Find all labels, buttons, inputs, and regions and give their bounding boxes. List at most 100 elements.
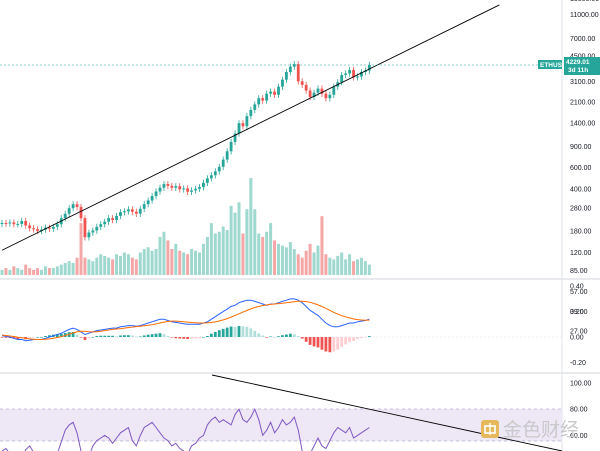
- volume-bar: [367, 264, 371, 275]
- candle-body: [24, 220, 28, 226]
- macd-histogram-bar: [91, 337, 95, 338]
- candle-body: [198, 187, 201, 189]
- price-trendline[interactable]: [1, 4, 500, 251]
- candle-body: [0, 222, 4, 225]
- candle-body: [221, 159, 225, 167]
- macd-histogram-bar: [209, 333, 213, 337]
- price-tick-label: 600.00: [570, 165, 592, 172]
- macd-histogram-bar: [277, 336, 280, 337]
- candle-body: [285, 72, 288, 80]
- volume-bar: [284, 247, 288, 275]
- volume-bar: [324, 254, 328, 275]
- macd-histogram-bar: [300, 337, 304, 339]
- trendlines[interactable]: [1, 4, 563, 451]
- volume-bar: [71, 262, 75, 275]
- candle-body: [71, 204, 75, 209]
- candle-body: [178, 186, 182, 190]
- symbol-tag: ETHUSD: [538, 59, 567, 69]
- watermark-badge-icon: [481, 420, 499, 438]
- macd-axis[interactable]: 0.40 0.20 0.00 -0.20: [570, 284, 586, 367]
- volume-bar: [40, 269, 43, 275]
- macd-histogram-bar: [308, 337, 312, 345]
- candle-body: [119, 212, 122, 216]
- volume-bar: [186, 254, 190, 275]
- macd-histogram-bar: [0, 337, 4, 338]
- macd-histogram-bar: [221, 328, 225, 337]
- candle-body: [194, 188, 197, 191]
- rsi-tick-label: 100.00: [570, 381, 592, 388]
- candle-body: [48, 227, 51, 229]
- volume-bar: [304, 250, 308, 275]
- signal-line: [1, 300, 370, 340]
- candle-body: [209, 175, 213, 179]
- candle-body: [36, 229, 39, 232]
- candle-body: [115, 215, 118, 221]
- macd-histogram-bar: [28, 337, 32, 339]
- rsi-trendline[interactable]: [211, 374, 563, 451]
- macd-histogram-bar: [119, 335, 122, 337]
- rsi-tick-label: 80.00: [570, 407, 588, 414]
- volume-bar: [332, 259, 336, 275]
- volume-bar: [229, 205, 233, 275]
- candle-body: [308, 90, 312, 98]
- macd-histogram-bar: [150, 334, 154, 337]
- volume-bar: [95, 257, 99, 275]
- candle-body: [95, 226, 99, 231]
- volume-bar: [146, 247, 150, 275]
- volume-bar: [24, 264, 28, 275]
- price-tick-label: 15000.00: [570, 0, 599, 3]
- volume-bar: [245, 209, 249, 275]
- volume-bar: [190, 249, 194, 275]
- volume-bar: [138, 252, 142, 275]
- macd-histogram-bar: [273, 337, 276, 338]
- macd-histogram-bar: [87, 337, 91, 339]
- macd-histogram-bar: [103, 335, 107, 337]
- macd-histogram-bar: [182, 337, 186, 339]
- volume-bar: [51, 268, 55, 275]
- macd-histogram-bar: [55, 334, 59, 337]
- price-tick-label: 57.00: [570, 289, 588, 296]
- candle-body: [320, 88, 324, 94]
- volume-bar: [8, 269, 12, 275]
- candle-body: [241, 123, 245, 127]
- macd-histogram-bar: [162, 334, 166, 337]
- candle-body: [16, 223, 20, 225]
- volume-bar: [221, 226, 225, 275]
- macd-histogram-bar: [292, 334, 296, 337]
- volume-bars: [0, 178, 371, 275]
- macd-histogram-bar: [198, 337, 201, 339]
- price-tick-label: 85.00: [570, 268, 588, 275]
- macd-histogram-bar: [127, 335, 130, 337]
- rsi-line: [1, 407, 370, 451]
- candle-body: [296, 64, 300, 82]
- candle-body: [134, 211, 138, 214]
- macd-histogram-bar: [206, 335, 209, 337]
- candle-body: [225, 151, 229, 160]
- volume-bar: [83, 257, 87, 275]
- macd-histogram-bar: [142, 335, 146, 337]
- candle-body: [257, 98, 261, 105]
- candle-body: [55, 224, 59, 227]
- candle-body: [340, 74, 344, 83]
- candle-body: [150, 196, 154, 201]
- macd-histogram-bar: [138, 336, 142, 338]
- countdown-label: 3d 11h: [568, 67, 588, 74]
- volume-bar: [253, 209, 257, 275]
- price-tick-label: 400.00: [570, 187, 592, 194]
- candle-body: [75, 204, 79, 207]
- last-price-tag: 4229.01 3d 11h: [564, 56, 600, 75]
- volume-bar: [340, 252, 344, 275]
- candle-body: [332, 86, 336, 95]
- candle-body: [32, 228, 35, 230]
- candle-body: [328, 94, 332, 99]
- candle-body: [12, 222, 16, 225]
- macd-pane: [0, 298, 371, 353]
- macd-histogram-bar: [261, 335, 265, 337]
- macd-histogram-bar: [344, 337, 348, 345]
- volume-bar: [296, 254, 300, 275]
- macd-histogram-bar: [134, 336, 138, 338]
- macd-histogram-bar: [217, 330, 221, 337]
- volume-bar: [28, 268, 32, 275]
